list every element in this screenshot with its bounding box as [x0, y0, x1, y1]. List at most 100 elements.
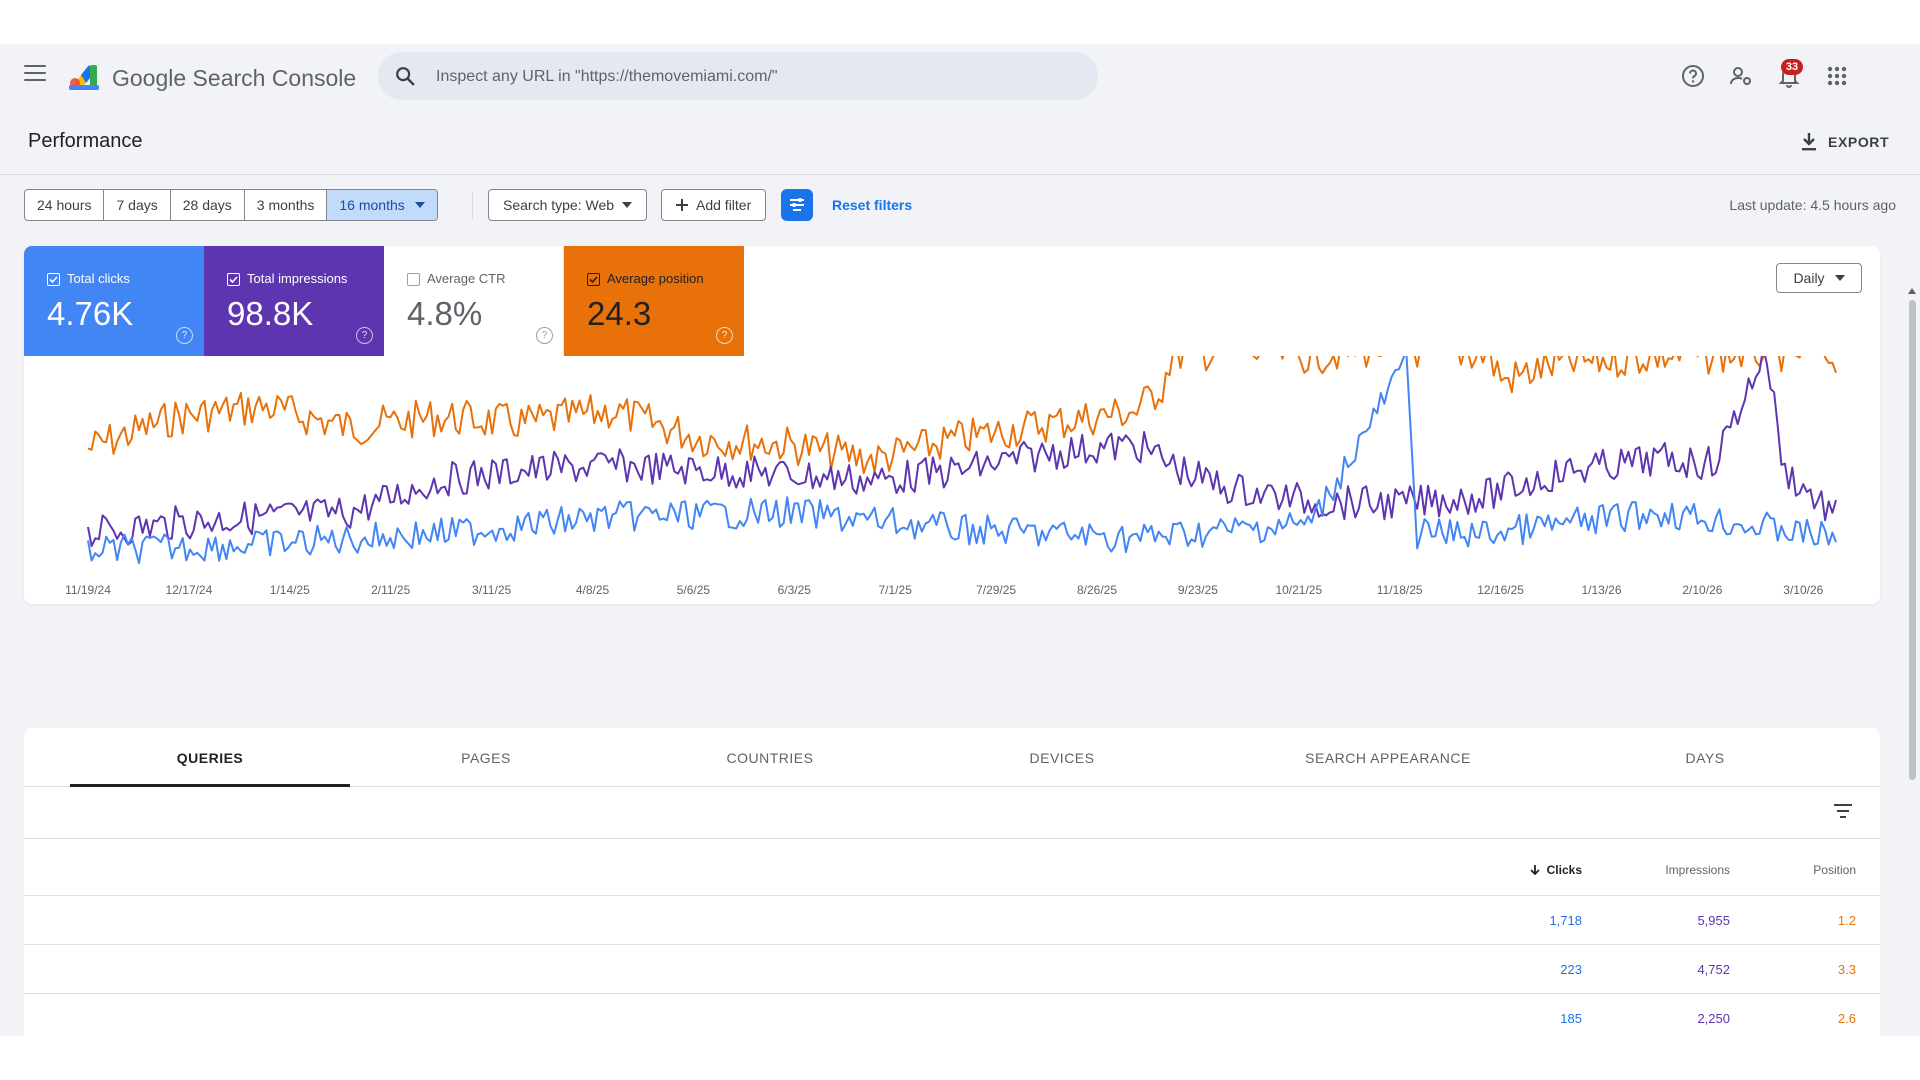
range-28-days[interactable]: 28 days [171, 190, 245, 220]
x-tick-label: 1/13/26 [1581, 583, 1621, 597]
tab-pages[interactable]: PAGES [461, 750, 511, 766]
x-tick-label: 2/10/26 [1682, 583, 1722, 597]
table-row[interactable]: 223 4,752 3.3 [24, 945, 1880, 994]
search-console-app: Google Search Console 33 Performance EXP… [0, 44, 1920, 1036]
metric-label: Total clicks [67, 271, 130, 286]
help-icon[interactable]: ? [536, 327, 553, 344]
metric-label: Average position [607, 271, 704, 286]
reset-filters-link[interactable]: Reset filters [832, 197, 913, 213]
tab-queries[interactable]: QUERIES [176, 750, 244, 766]
filter-rows-icon[interactable] [1833, 803, 1853, 819]
filter-settings-button[interactable] [781, 189, 813, 221]
x-tick-label: 7/29/25 [976, 583, 1016, 597]
series-line-total-clicks [87, 356, 1837, 565]
tab-devices[interactable]: DEVICES [1029, 750, 1095, 766]
metric-value: 24.3 [587, 295, 652, 332]
x-tick-label: 2/11/25 [371, 583, 410, 597]
help-icon[interactable]: ? [356, 327, 373, 344]
checkbox-checked-icon[interactable] [587, 273, 600, 286]
x-tick-label: 8/26/25 [1077, 583, 1117, 597]
checkbox-checked-icon[interactable] [227, 273, 240, 286]
metric-average-ctr[interactable]: Average CTR 4.8% ? [384, 246, 564, 356]
help-circle-icon[interactable] [1680, 63, 1706, 89]
metric-label: Total impressions [247, 271, 348, 286]
x-tick-label: 4/8/25 [576, 583, 610, 597]
series-line-total-impressions [87, 356, 1837, 548]
cell-clicks: 223 [1560, 962, 1582, 977]
add-filter-button[interactable]: Add filter [661, 189, 767, 221]
apps-grid-icon[interactable] [1824, 63, 1850, 89]
checkbox-unchecked-icon[interactable] [407, 273, 420, 286]
scroll-up-arrow-icon[interactable] [1908, 288, 1916, 294]
url-inspect-input[interactable] [434, 52, 1078, 102]
product-name: Google Search Console [112, 65, 357, 91]
checkbox-checked-icon[interactable] [47, 273, 60, 286]
dimension-tabs: QUERIES PAGES COUNTRIES DEVICES SEARCH A… [24, 728, 1880, 787]
cell-position: 2.6 [1837, 1011, 1856, 1026]
filter-bar: 24 hours 7 days 28 days 3 months 16 mont… [0, 189, 1920, 223]
x-tick-label: 1/14/25 [270, 583, 310, 597]
top-app-bar: Google Search Console 33 [0, 44, 1920, 108]
cell-clicks: 185 [1560, 1011, 1582, 1026]
range-24-hours[interactable]: 24 hours [25, 190, 105, 220]
filter-sliders-icon [790, 198, 804, 211]
metric-label: Average CTR [427, 271, 506, 286]
metric-average-position[interactable]: Average position 24.3 ? [564, 246, 744, 356]
granularity-dropdown[interactable]: Daily [1776, 263, 1862, 293]
dropdown-arrow-icon [1834, 275, 1845, 281]
search-console-logo [69, 65, 99, 90]
add-filter-label: Add filter [696, 197, 752, 213]
x-tick-label: 3/11/25 [472, 583, 511, 597]
cell-impressions: 5,955 [1697, 913, 1730, 928]
x-tick-label: 12/17/24 [166, 583, 213, 597]
search-type-chip[interactable]: Search type: Web [488, 189, 648, 221]
metric-total-clicks[interactable]: Total clicks 4.76K ? [24, 246, 204, 356]
page-title: Performance [28, 130, 143, 152]
help-icon[interactable]: ? [716, 327, 733, 344]
column-impressions-header[interactable]: Impressions [1665, 863, 1730, 877]
range-16-months-label: 16 months [339, 197, 405, 213]
dropdown-arrow-icon [622, 202, 633, 208]
x-tick-label: 10/21/25 [1275, 583, 1322, 597]
performance-line-chart[interactable]: 11/19/24 12/17/24 1/14/25 2/11/25 3/11/25 4/8… [24, 356, 1880, 604]
dropdown-arrow-icon [414, 202, 425, 208]
page-header: Performance EXPORT [0, 120, 1920, 175]
cell-position: 1.2 [1837, 913, 1856, 928]
metric-total-impressions[interactable]: Total impressions 98.8K ? [204, 246, 384, 356]
download-icon [1802, 133, 1816, 151]
range-3-months[interactable]: 3 months [245, 190, 328, 220]
range-7-days[interactable]: 7 days [104, 190, 171, 220]
url-inspection-search[interactable] [378, 52, 1098, 102]
dimension-table-card: QUERIES PAGES COUNTRIES DEVICES SEARCH A… [24, 728, 1880, 1036]
scrollbar-thumb[interactable] [1909, 300, 1916, 780]
page-scrollbar[interactable] [1906, 286, 1918, 1036]
tab-days[interactable]: DAYS [1685, 750, 1725, 766]
cell-clicks: 1,718 [1549, 913, 1582, 928]
column-clicks-header[interactable]: Clicks [1529, 863, 1582, 877]
range-16-months[interactable]: 16 months [327, 190, 437, 220]
export-button[interactable]: EXPORT [1800, 128, 1889, 156]
performance-chart-card: Total clicks 4.76K ? Total impressions 9… [24, 246, 1880, 604]
active-tab-indicator [70, 784, 350, 787]
x-tick-label: 11/19/24 [65, 583, 111, 597]
last-update-text: Last update: 4.5 hours ago [1729, 197, 1896, 213]
x-tick-label: 7/1/25 [879, 583, 913, 597]
tab-search-appearance[interactable]: SEARCH APPEARANCE [1305, 750, 1471, 766]
x-tick-label: 12/16/25 [1477, 583, 1524, 597]
cell-impressions: 2,250 [1697, 1011, 1730, 1026]
table-row[interactable]: 1,718 5,955 1.2 [24, 896, 1880, 945]
metric-value: 98.8K [227, 295, 314, 332]
table-row[interactable]: 185 2,250 2.6 [24, 994, 1880, 1036]
table-filter-row [24, 787, 1880, 839]
help-icon[interactable]: ? [176, 327, 193, 344]
column-position-header[interactable]: Position [1813, 863, 1856, 877]
x-tick-label: 5/6/25 [677, 583, 711, 597]
granularity-label: Daily [1793, 270, 1825, 286]
cell-impressions: 4,752 [1697, 962, 1730, 977]
plus-icon [676, 199, 688, 211]
hamburger-menu-icon[interactable] [24, 65, 46, 81]
tab-countries[interactable]: COUNTRIES [726, 750, 814, 766]
cell-position: 3.3 [1837, 962, 1856, 977]
manage-users-icon[interactable] [1728, 63, 1754, 89]
column-clicks-label: Clicks [1546, 863, 1582, 877]
